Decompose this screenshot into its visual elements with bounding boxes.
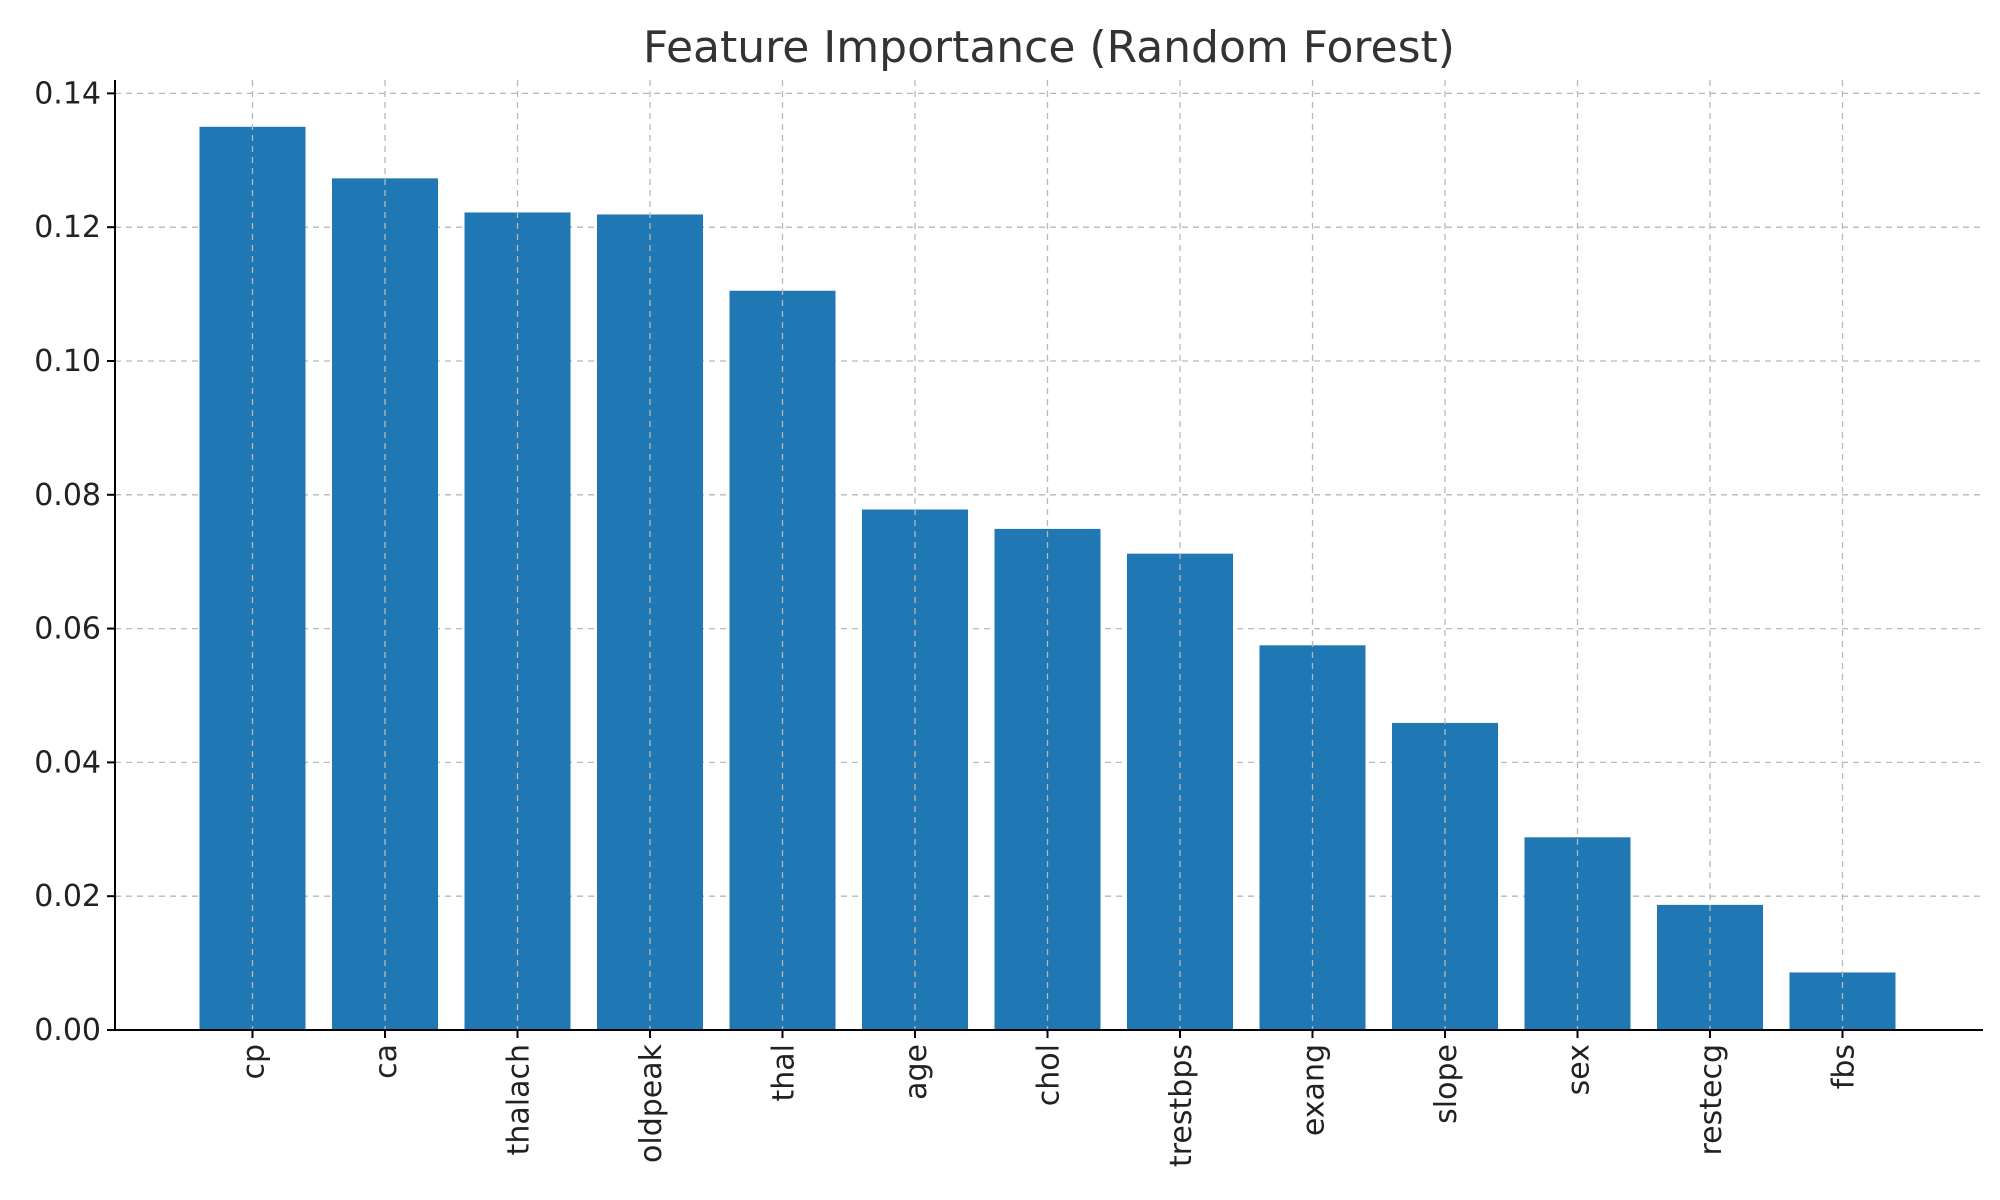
x-tick-label-fbs: fbs — [1827, 1044, 1862, 1089]
y-tick-label: 0.12 — [34, 210, 101, 245]
bar-restecg — [1657, 904, 1763, 1030]
y-tick-label: 0.10 — [34, 344, 101, 379]
y-tick-label: 0.02 — [34, 879, 101, 914]
x-tick-label-restecg: restecg — [1694, 1044, 1729, 1156]
x-tick-label-trestbps: trestbps — [1164, 1044, 1199, 1167]
x-tick-label-chol: chol — [1032, 1044, 1067, 1106]
x-tick-label-slope: slope — [1429, 1044, 1464, 1124]
x-tick-label-sex: sex — [1562, 1044, 1597, 1095]
x-tick-label-cp: cp — [237, 1044, 272, 1080]
bar-fbs — [1789, 972, 1896, 1030]
bar-trestbps — [1127, 553, 1233, 1030]
y-tick-label: 0.14 — [34, 76, 101, 111]
chart-title: Feature Importance (Random Forest) — [643, 22, 1455, 73]
x-tick-label-ca: ca — [369, 1044, 404, 1079]
y-tick-label: 0.00 — [34, 1013, 101, 1048]
y-tick-label: 0.08 — [34, 478, 101, 513]
y-tick-label: 0.06 — [34, 612, 101, 647]
bar-ca — [332, 178, 438, 1030]
x-tick-label-thalach: thalach — [502, 1044, 537, 1155]
x-tick-label-thal: thal — [767, 1044, 802, 1102]
y-tick-label: 0.04 — [34, 745, 101, 780]
vertical-grid-lines — [251, 80, 1844, 1030]
axes — [114, 80, 1983, 1031]
x-axis-ticks: cp ca thalach oldpeak thal age chol trestbps exa… — [237, 1030, 1862, 1167]
x-tick-label-oldpeak: oldpeak — [634, 1043, 669, 1163]
y-axis-ticks: 0.00 0.02 0.04 0.06 0.08 0.10 0.12 0.14 — [34, 76, 115, 1048]
x-tick-label-age: age — [899, 1044, 934, 1100]
x-tick-label-exang: exang — [1297, 1044, 1332, 1136]
